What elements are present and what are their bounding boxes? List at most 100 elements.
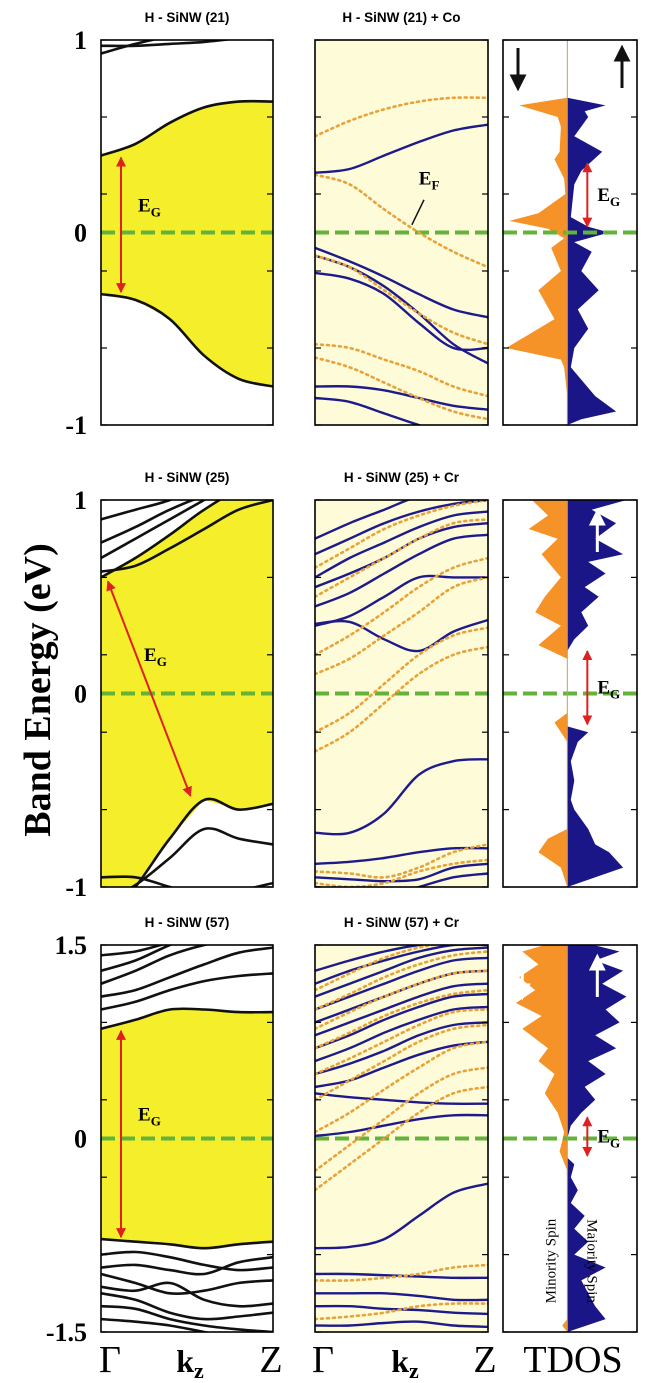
majority-band-6 — [315, 992, 488, 1050]
majority-band-4 — [315, 1021, 488, 1076]
panel-title: H - SiNW (57) — [145, 915, 230, 930]
majority-band-4 — [315, 271, 488, 352]
majority-band-1 — [315, 123, 488, 174]
panel-frame — [502, 499, 638, 888]
x-tick-kz-1: kz — [176, 1343, 204, 1383]
majority-band-5 — [315, 1005, 488, 1063]
gap-fill — [101, 500, 273, 887]
minority-band-4 — [315, 342, 488, 398]
band-5 — [101, 500, 174, 521]
majority-band-3 — [315, 533, 488, 608]
panel-title: H - SiNW (57) + Cr — [344, 915, 460, 930]
panel-7: EG H - SiNW (57) 1.5 0 -1.5 — [46, 915, 274, 1347]
minority-band-1 — [315, 626, 488, 734]
gap-arrow — [106, 580, 192, 797]
minority-band-2 — [315, 645, 488, 753]
panel-frame — [314, 944, 489, 1333]
y-tick-label: 0 — [74, 1125, 87, 1154]
majority-band-7 — [315, 500, 411, 540]
majority-band-2 — [315, 246, 488, 319]
majority-spin-arrow — [613, 44, 631, 88]
band-6 — [133, 797, 273, 887]
majority-spin-label: Majority Spin — [583, 1219, 599, 1303]
majority-band-5 — [315, 385, 488, 411]
panel-2: EF H - SiNW (21) + Co — [314, 10, 489, 426]
majority-band-2 — [315, 574, 488, 627]
y-tick-label: 1 — [74, 486, 87, 515]
majority-band-10 — [315, 862, 488, 883]
panel-frame — [100, 39, 274, 426]
gap-fill — [101, 101, 273, 387]
panel-6: EG — [502, 499, 638, 888]
minority-band-5 — [315, 1008, 488, 1076]
minority-band-2 — [315, 173, 488, 269]
y-axis-label: Band Energy (eV) — [17, 543, 59, 836]
majority-band-9 — [315, 846, 488, 865]
tdos-majority — [567, 500, 627, 887]
panel-frame — [314, 499, 489, 888]
x-tick-kz-2: kz — [391, 1343, 419, 1383]
panel-frame — [100, 499, 274, 888]
majority-band-15 — [315, 1291, 488, 1302]
majority-band-9 — [315, 956, 488, 1011]
minority-band-1 — [315, 1085, 488, 1192]
band-11 — [101, 1281, 273, 1308]
x-tick-z-2: Z — [473, 1339, 496, 1381]
gap-label: EG — [138, 196, 161, 220]
minority-band-3 — [315, 576, 488, 676]
majority-band-6 — [315, 500, 488, 556]
panel-frame — [314, 39, 489, 426]
x-tick-z-1: Z — [259, 1339, 282, 1381]
majority-spin-arrow — [588, 953, 606, 997]
fermi-label: EF — [419, 169, 440, 193]
majority-spin-arrow — [588, 508, 606, 552]
band-14 — [101, 1317, 211, 1332]
minority-band-11 — [315, 1302, 488, 1321]
minority-band-4 — [315, 556, 488, 657]
minority-band-1 — [315, 96, 488, 138]
band-4 — [101, 945, 210, 985]
gap-label: EG — [138, 1105, 161, 1129]
panel-3: EG — [502, 39, 638, 426]
band-2 — [101, 500, 273, 573]
band-9 — [101, 1255, 273, 1276]
y-tick-label: -1 — [65, 411, 87, 440]
fermi-pointer — [411, 199, 425, 226]
panel-title: H - SiNW (25) — [145, 470, 230, 485]
minority-spin-arrow — [513, 512, 531, 556]
majority-band-13 — [315, 1182, 488, 1250]
panel-1: EG H - SiNW (21) 1 0 -1 — [65, 10, 274, 440]
y-tick-label: 0 — [74, 680, 87, 709]
panel-9: EG Minority Spin Majority Spin — [502, 944, 638, 1333]
majority-band-8 — [315, 758, 488, 836]
panel-4: EG H - SiNW (25) 1 0 -1 — [65, 470, 274, 902]
panel-frame — [100, 944, 274, 1333]
panel-5: H - SiNW (25) + Cr — [314, 470, 489, 888]
gap-label: EG — [144, 645, 167, 669]
majority-band-11 — [315, 872, 488, 887]
band-13 — [101, 1304, 273, 1332]
tdos-minority — [506, 40, 568, 425]
y-tick-label: 1 — [74, 26, 87, 55]
y-tick-label: 1.5 — [55, 931, 88, 960]
panel-title: H - SiNW (21) + Co — [342, 10, 460, 25]
tdos-majority — [567, 945, 627, 1332]
panel-title: H - SiNW (21) — [145, 10, 230, 25]
majority-band-2 — [315, 1092, 488, 1105]
gap-fill — [101, 1009, 273, 1249]
minority-band-3 — [315, 1040, 488, 1134]
minority-band-4 — [315, 1023, 488, 1102]
gap-label: EG — [597, 1127, 620, 1151]
band-4 — [101, 40, 234, 48]
minority-band-7 — [315, 969, 488, 1031]
majority-band-17 — [315, 1320, 488, 1328]
band-3 — [101, 946, 273, 998]
minority-band-5 — [315, 518, 488, 599]
y-tick-label: -1.5 — [46, 1318, 87, 1347]
minority-band-6 — [315, 988, 488, 1050]
x-tick-tdos: TDOS — [523, 1339, 622, 1381]
majority-band-1 — [315, 618, 488, 653]
gap-label: EG — [597, 678, 620, 702]
minority-spin-label: Minority Spin — [543, 1218, 559, 1303]
